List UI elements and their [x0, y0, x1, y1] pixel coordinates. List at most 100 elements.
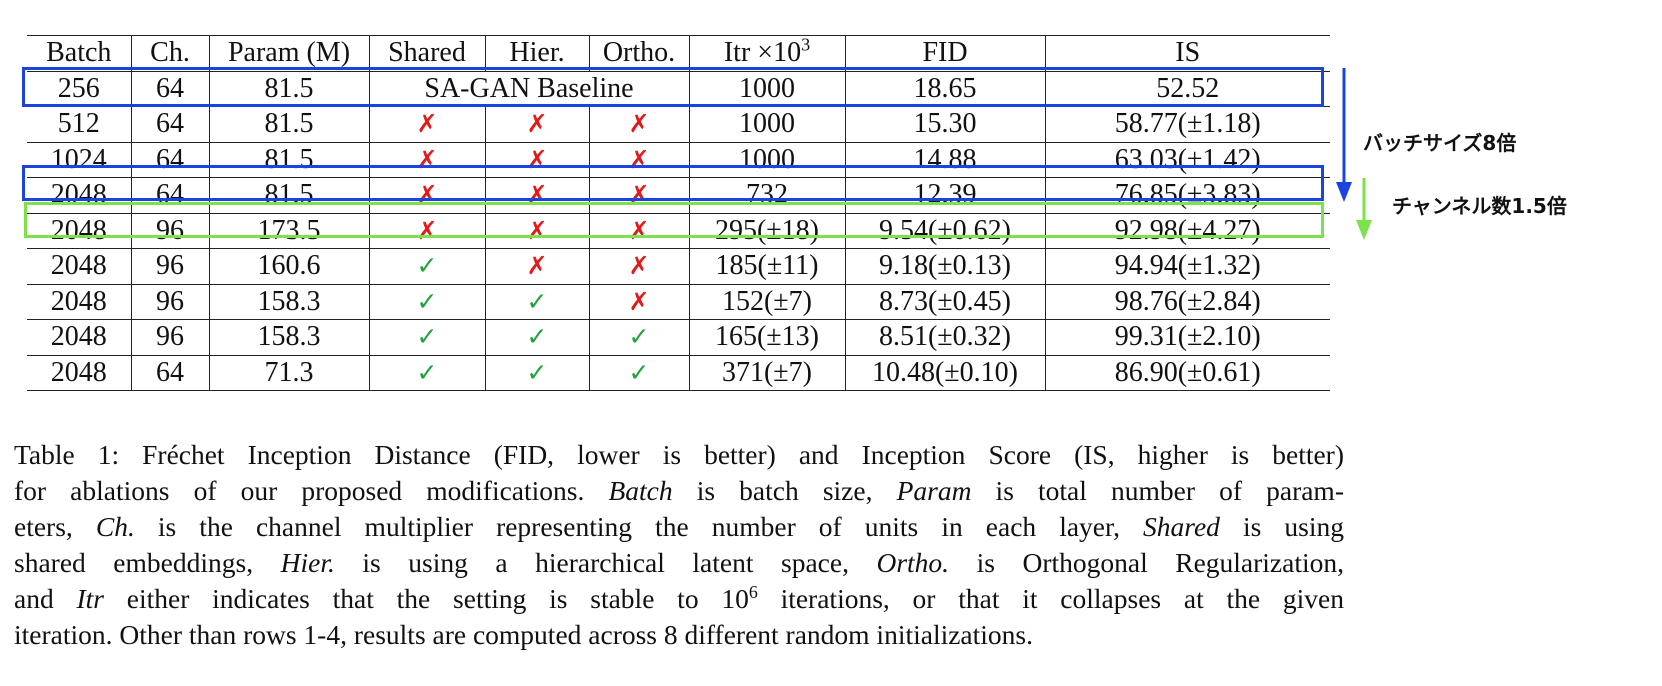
caption-term-hier: Hier. [280, 547, 335, 578]
caption-text: is using [1219, 511, 1344, 542]
table-row: 2048 96 158.3 ✓ ✓ ✗ 152(±7) 8.73(±0.45) 98.76(±2… [27, 284, 1330, 320]
cell-fid: 8.73(±0.45) [844, 284, 1045, 320]
cell-is: 99.31(±2.10) [1044, 319, 1330, 356]
cell-ch: 64 [130, 142, 209, 178]
caption-text: and [14, 583, 77, 614]
cell-is: 98.76(±2.84) [1044, 284, 1330, 320]
cell-hier: ✗ [484, 177, 589, 214]
caption-exponent: 6 [748, 581, 758, 602]
cross-icon: ✗ [416, 109, 438, 139]
caption-text: is using a hierarchical latent space, [334, 547, 877, 578]
table-row: 512 64 81.5 ✗ ✗ ✗ 1000 15.30 58.77(±1.18) [27, 106, 1330, 143]
batch-size-annotation: バッチサイズ8倍 [1363, 131, 1517, 155]
cell-shared: ✓ [368, 248, 485, 285]
check-icon: ✓ [416, 357, 438, 387]
cell-shared: ✓ [368, 284, 485, 320]
caption-line: for ablations of our proposed modificati… [14, 473, 1344, 509]
cross-icon: ✗ [526, 251, 548, 281]
cell-ortho: ✓ [588, 355, 689, 391]
cell-is: 92.98(±4.27) [1044, 213, 1330, 249]
caption-text: iterations, or that it collapses at the … [757, 583, 1344, 614]
cell-batch: 2048 [27, 284, 131, 320]
cell-ortho: ✗ [588, 177, 689, 214]
cell-ch: 96 [130, 319, 209, 356]
cell-baseline-label: SA-GAN Baseline [368, 71, 689, 107]
header-batch: Batch [27, 35, 131, 72]
cross-icon: ✗ [628, 109, 650, 139]
caption-line: Table 1: Fréchet Inception Distance (FID… [14, 437, 1344, 473]
cell-is: 76.85(±3.83) [1044, 177, 1330, 214]
cell-itr: 185(±11) [688, 248, 845, 285]
cell-itr: 152(±7) [688, 284, 845, 320]
cross-icon: ✗ [526, 180, 548, 210]
cell-fid: 14.88 [844, 142, 1045, 178]
header-is: IS [1044, 35, 1330, 72]
cell-ch: 64 [130, 106, 209, 143]
cell-param: 158.3 [208, 319, 369, 356]
cell-param: 81.5 [208, 142, 369, 178]
cell-hier: ✓ [484, 355, 589, 391]
cross-icon: ✗ [628, 180, 650, 210]
header-itr: Itr ×103 [688, 35, 845, 72]
cell-shared: ✗ [368, 177, 485, 214]
caption-line: iteration. Other than rows 1-4, results … [14, 617, 1344, 653]
cross-icon: ✗ [628, 286, 650, 316]
cell-ortho: ✗ [588, 284, 689, 320]
cross-icon: ✗ [416, 180, 438, 210]
header-itr-label: Itr ×10 [723, 37, 802, 69]
cell-batch: 2048 [27, 355, 131, 391]
cell-hier: ✗ [484, 213, 589, 249]
cell-param: 71.3 [208, 355, 369, 391]
table-row: 2048 64 71.3 ✓ ✓ ✓ 371(±7) 10.48(±0.10) 86.90(±0… [27, 355, 1330, 391]
table-caption: Table 1: Fréchet Inception Distance (FID… [14, 437, 1344, 653]
caption-text: is total number of param- [971, 475, 1344, 506]
cell-hier: ✓ [484, 284, 589, 320]
caption-line: eters, Ch. is the channel multiplier rep… [14, 509, 1344, 545]
cell-param: 173.5 [208, 213, 369, 249]
header-row: Batch Ch. Param (M) Shared Hier. Ortho. … [27, 35, 1330, 72]
table-row: 2048 96 173.5 ✗ ✗ ✗ 295(±18) 9.54(±0.62) 92.98(±… [27, 213, 1330, 249]
cell-hier: ✓ [484, 319, 589, 356]
caption-term-ortho: Ortho. [876, 547, 950, 578]
green-down-arrow-icon [1356, 178, 1372, 240]
cross-icon: ✗ [526, 109, 548, 139]
cell-fid: 9.18(±0.13) [844, 248, 1045, 285]
baseline-highlight-box [22, 67, 1324, 107]
cell-param: 160.6 [208, 248, 369, 285]
header-ch: Ch. [130, 35, 209, 72]
cell-ortho: ✗ [588, 248, 689, 285]
cell-batch: 2048 [27, 213, 131, 249]
cell-itr: 1000 [688, 106, 845, 143]
cell-fid: 10.48(±0.10) [844, 355, 1045, 391]
results-table-container: Batch Ch. Param (M) Shared Hier. Ortho. … [27, 35, 1330, 391]
cell-ortho: ✗ [588, 142, 689, 178]
header-fid: FID [844, 35, 1045, 72]
caption-text: either indicates that the setting is sta… [103, 583, 749, 614]
table-row: 256 64 81.5 SA-GAN Baseline 1000 18.65 52.52 [27, 71, 1330, 107]
cell-ch: 64 [130, 355, 209, 391]
cell-batch: 256 [27, 71, 131, 107]
cell-itr: 1000 [688, 71, 845, 107]
cell-fid: 9.54(±0.62) [844, 213, 1045, 249]
cell-ch: 96 [130, 284, 209, 320]
channel-1.5x-highlight-box [24, 202, 1324, 238]
caption-text: eters, [14, 511, 96, 542]
caption-term-ch: Ch. [95, 511, 135, 542]
check-icon: ✓ [416, 286, 438, 316]
cell-batch: 2048 [27, 319, 131, 356]
cell-ortho: ✓ [588, 319, 689, 356]
table-row: 2048 64 81.5 ✗ ✗ ✗ 732 12.39 76.85(±3.83) [27, 177, 1330, 214]
cell-hier: ✗ [484, 248, 589, 285]
caption-text: Table 1: Fréchet Inception Distance (FID… [14, 439, 1344, 470]
caption-line: shared embeddings, Hier. is using a hier… [14, 545, 1344, 581]
header-shared: Shared [368, 35, 485, 72]
check-icon: ✓ [628, 322, 650, 352]
cell-fid: 15.30 [844, 106, 1045, 143]
cell-ch: 96 [130, 213, 209, 249]
caption-text: is batch size, [672, 475, 897, 506]
cell-shared: ✗ [368, 106, 485, 143]
caption-text: shared embeddings, [14, 547, 281, 578]
check-icon: ✓ [526, 357, 548, 387]
cell-param: 81.5 [208, 106, 369, 143]
cell-hier: ✗ [484, 106, 589, 143]
